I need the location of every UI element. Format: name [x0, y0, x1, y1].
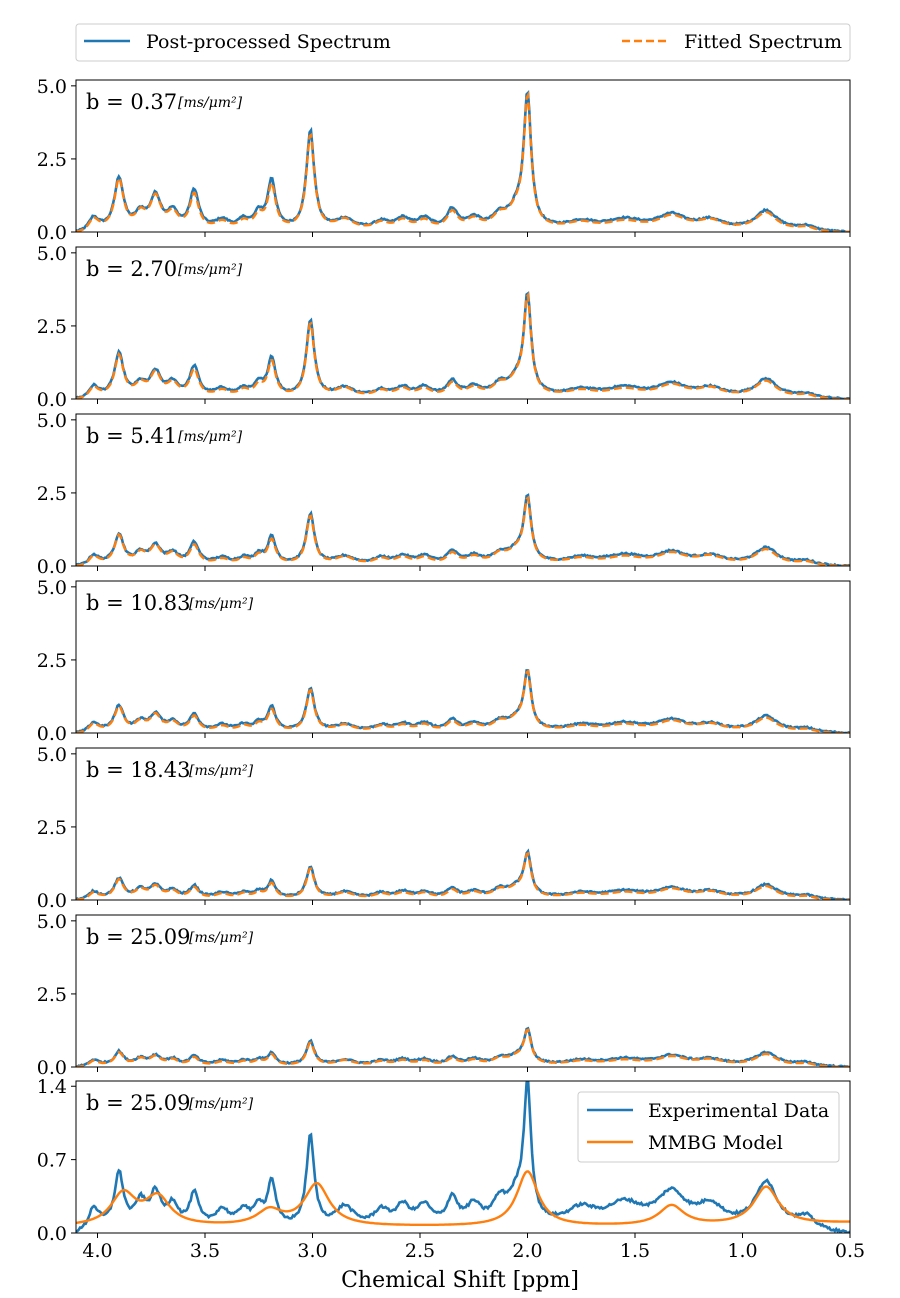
panel-7: 0.0 0.7 1.4 b = 25.09[ms/μm²] Experimental D… — [37, 1076, 851, 1245]
experimental-series-line — [76, 291, 850, 399]
panel-2: 0.0 2.5 5.0 b = 2.70 [ms/μm²] — [37, 243, 851, 411]
y-tick-label: 0.0 — [37, 1223, 67, 1245]
fitted-series-line — [76, 1028, 850, 1067]
panel-label: b = 25.09 — [86, 925, 191, 949]
x-axis: 4.0 3.5 3.0 2.5 2.0 1.5 1.0 0.5 — [82, 1240, 865, 1262]
fitted-series-line — [76, 1170, 850, 1226]
y-tick-label: 0.0 — [37, 723, 67, 745]
y-tick-label: 0.7 — [37, 1150, 67, 1172]
panel-label: b = 5.41 — [86, 424, 177, 448]
y-tick-label: 2.5 — [37, 817, 67, 839]
y-tick-label: 2.5 — [37, 316, 67, 338]
y-tick-label: 0.0 — [37, 222, 67, 244]
panel-units: [ms/μm²] — [178, 95, 243, 111]
x-axis-label: Chemical Shift [ppm] — [341, 1268, 579, 1293]
legend-label: Post-processed Spectrum — [146, 31, 391, 53]
panels-container: 0.02.55.0b = 0.37 [ms/μm²]0.02.55.0b = 2.… — [37, 76, 851, 1245]
experimental-series-line — [76, 1081, 850, 1233]
panel-units: [ms/μm²] — [189, 1096, 254, 1112]
y-tick-label: 1.4 — [37, 1076, 67, 1098]
y-tick-label: 0.0 — [37, 556, 67, 578]
y-tick-label: 0.0 — [37, 1057, 67, 1079]
y-tick-label: 0.0 — [37, 890, 67, 912]
panel-frame — [75, 79, 851, 233]
panel-3: 0.0 2.5 5.0 b = 5.41 [ms/μm²] — [37, 410, 851, 578]
panel-frame — [75, 580, 851, 734]
y-tick-label: 5.0 — [37, 76, 67, 98]
y-tick-label: 5.0 — [37, 243, 67, 265]
experimental-series-line — [76, 493, 850, 566]
x-tick-label: 3.5 — [190, 1240, 220, 1262]
panel-label: b = 25.09 — [86, 1091, 191, 1115]
x-tick-label: 4.0 — [82, 1240, 112, 1262]
panel-frame — [75, 413, 851, 567]
x-tick-label: 1.0 — [727, 1240, 757, 1262]
y-tick-label: 5.0 — [37, 744, 67, 766]
panel-5: 0.0 2.5 5.0 b = 18.43[ms/μm²] — [37, 744, 851, 912]
panel-units: [ms/μm²] — [189, 763, 254, 779]
y-tick-label: 5.0 — [37, 911, 67, 933]
panel-frame — [75, 246, 851, 400]
y-tick-label: 2.5 — [37, 650, 67, 672]
panel-frame — [75, 1080, 851, 1234]
x-tick-label: 3.0 — [297, 1240, 327, 1262]
y-tick-label: 2.5 — [37, 984, 67, 1006]
panel-units: [ms/μm²] — [178, 429, 243, 445]
panel-1: 0.0 2.5 5.0 b = 0.37 [ms/μm²] — [37, 76, 851, 244]
fitted-series-line — [76, 495, 850, 566]
fitted-series-line — [76, 851, 850, 900]
legend-label: Fitted Spectrum — [684, 31, 842, 53]
panel-4: 0.0 2.5 5.0 b = 10.83[ms/μm²] — [37, 577, 851, 745]
x-tick-label: 2.0 — [512, 1240, 542, 1262]
panel-label: b = 2.70 — [86, 257, 177, 281]
top-legend-box — [75, 23, 851, 62]
y-tick-label: 2.5 — [37, 149, 67, 171]
y-tick-label: 5.0 — [37, 577, 67, 599]
experimental-series-line — [76, 89, 850, 232]
panel-units: [ms/μm²] — [178, 262, 243, 278]
legend-label: Experimental Data — [648, 1100, 829, 1122]
inner-legend: Experimental Data MMBG Model — [577, 1091, 840, 1163]
experimental-series-line — [76, 669, 850, 733]
fitted-series-line — [76, 291, 850, 399]
panel-frame — [75, 914, 851, 1068]
y-tick-label: 2.5 — [37, 483, 67, 505]
legend-label: MMBG Model — [648, 1132, 783, 1154]
panel-6: 0.0 2.5 5.0 b = 25.09[ms/μm²] — [37, 911, 851, 1079]
y-tick-label: 0.0 — [37, 389, 67, 411]
x-tick-label: 2.5 — [405, 1240, 435, 1262]
panel-label: b = 18.43 — [86, 758, 191, 782]
y-tick-label: 5.0 — [37, 410, 67, 432]
x-tick-label: 0.5 — [835, 1240, 865, 1262]
inner-legend-box — [577, 1091, 840, 1163]
panel-units: [ms/μm²] — [189, 596, 254, 612]
panel-label: b = 10.83 — [86, 591, 191, 615]
panel-label: b = 0.37 — [86, 90, 177, 114]
panel-units: [ms/μm²] — [189, 930, 254, 946]
fitted-series-line — [76, 669, 850, 733]
x-tick-label: 1.5 — [620, 1240, 650, 1262]
top-legend: Post-processed Spectrum Fitted Spectrum — [75, 23, 851, 62]
fitted-series-line — [76, 90, 850, 232]
panel-frame — [75, 747, 851, 901]
